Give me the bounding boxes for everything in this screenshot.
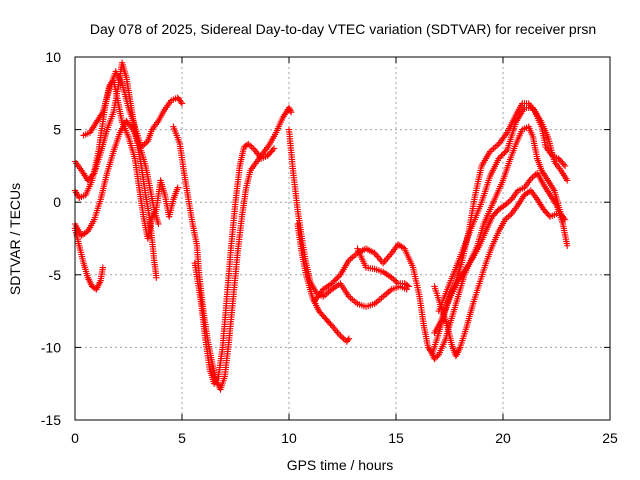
data-point xyxy=(250,145,257,152)
tick-labels: 0 5 10 15 20 25 -15 -10 -5 0 5 10 xyxy=(41,49,618,446)
satellite-track-2 xyxy=(71,117,162,239)
data-point xyxy=(496,154,504,161)
y-tick-label: -15 xyxy=(41,412,61,428)
satellite-track-8 xyxy=(285,126,410,310)
data-point xyxy=(174,184,181,191)
data-series xyxy=(71,59,571,393)
data-point xyxy=(431,355,438,363)
satellite-track-15 xyxy=(431,187,560,360)
x-tick-label: 25 xyxy=(602,430,618,446)
satellite-track-9 xyxy=(294,220,353,345)
data-point xyxy=(529,174,536,181)
y-tick-label: 0 xyxy=(53,194,61,210)
data-point xyxy=(285,104,293,111)
x-tick-label: 0 xyxy=(71,430,79,446)
data-point xyxy=(498,152,505,159)
data-point xyxy=(434,352,441,360)
data-point xyxy=(269,146,276,154)
data-point xyxy=(286,106,293,113)
data-point xyxy=(530,172,538,180)
data-point xyxy=(506,212,514,219)
data-point xyxy=(506,197,514,204)
y-tick-label: 5 xyxy=(53,122,61,138)
data-point xyxy=(287,107,294,114)
x-tick-label: 15 xyxy=(388,430,404,446)
x-tick-label: 5 xyxy=(178,430,186,446)
axis-ticks xyxy=(74,56,611,421)
satellite-track-11 xyxy=(354,245,413,290)
y-tick-label: -5 xyxy=(49,267,62,283)
y-axis-label: SDTVAR / TECUs xyxy=(7,183,23,295)
data-point xyxy=(332,276,340,283)
data-point xyxy=(502,148,510,155)
satellite-track-5 xyxy=(80,68,186,151)
data-point xyxy=(561,162,569,170)
data-point xyxy=(405,283,413,290)
data-point xyxy=(338,334,346,341)
y-tick-label: 10 xyxy=(45,49,61,65)
data-point xyxy=(331,277,338,284)
data-point xyxy=(553,210,560,218)
satellite-track-1 xyxy=(71,225,107,293)
satellite-track-14 xyxy=(435,104,571,315)
satellite-track-13 xyxy=(431,170,571,337)
data-point xyxy=(287,108,295,116)
data-point xyxy=(404,282,411,289)
data-point xyxy=(564,177,571,184)
data-point xyxy=(564,242,571,249)
data-point xyxy=(177,98,185,106)
data-point xyxy=(178,100,186,107)
y-tick-label: -10 xyxy=(41,339,61,355)
satellite-track-7 xyxy=(191,140,278,387)
data-point xyxy=(344,336,352,344)
satellite-track-12 xyxy=(427,123,569,363)
data-point xyxy=(330,278,337,286)
data-point xyxy=(270,145,278,152)
data-point xyxy=(391,277,399,284)
data-point xyxy=(334,274,341,281)
plot-frame xyxy=(74,56,611,421)
data-point xyxy=(335,273,343,280)
data-point xyxy=(560,161,567,168)
data-point xyxy=(495,155,502,162)
data-point xyxy=(99,264,107,271)
x-tick-label: 20 xyxy=(495,430,511,446)
data-point xyxy=(327,321,334,328)
x-axis-label: GPS time / hours xyxy=(287,457,394,473)
grid xyxy=(75,57,610,420)
data-point xyxy=(393,278,400,286)
data-point xyxy=(501,149,508,156)
satellite-track-10 xyxy=(311,100,569,357)
chart-title: Day 078 of 2025, Sidereal Day-to-day VTE… xyxy=(90,21,596,37)
data-point xyxy=(499,151,507,158)
data-point xyxy=(432,354,440,361)
data-point xyxy=(328,280,335,287)
data-point xyxy=(153,274,160,281)
data-point xyxy=(345,335,353,342)
data-point xyxy=(155,220,162,228)
x-tick-label: 10 xyxy=(281,430,297,446)
